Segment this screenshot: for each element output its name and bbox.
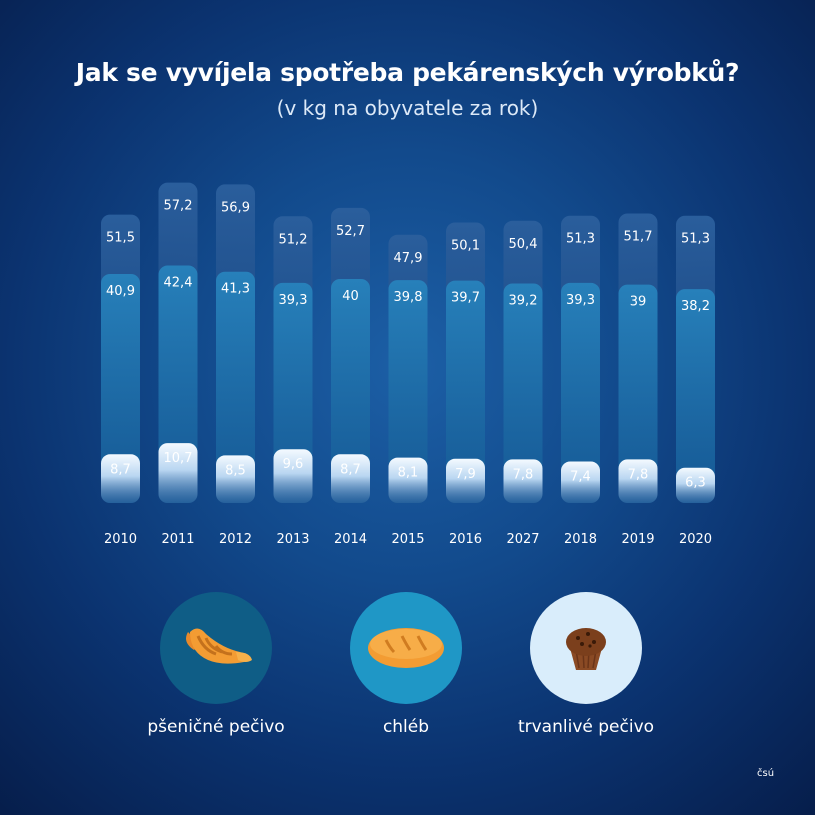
bar-bread-2012 <box>216 271 255 503</box>
value-label-wheat-pastry-2012: 56,9 <box>221 200 250 215</box>
bar-bread-2016 <box>446 280 485 503</box>
value-label-long-life-pastry-2012: 8,5 <box>225 463 246 478</box>
year-label-2016: 2016 <box>449 532 482 547</box>
bar-bread-2010 <box>101 273 140 503</box>
value-label-wheat-pastry-2016: 50,1 <box>451 238 480 253</box>
legend-label-wheat-pastry: pšeničné pečivo <box>147 717 285 737</box>
legend-circle-wheat-pastry <box>160 592 272 704</box>
value-label-bread-2015: 39,8 <box>394 290 423 305</box>
muffin-icon <box>566 628 606 670</box>
legend-label-long-life-pastry: trvanlivé pečivo <box>517 717 655 737</box>
year-label-2027: 2027 <box>506 532 539 547</box>
legend-circle-long-life-pastry <box>530 592 642 704</box>
croissant-icon <box>186 628 252 664</box>
value-label-wheat-pastry-2019: 51,7 <box>624 229 653 244</box>
value-label-wheat-pastry-2010: 51,5 <box>106 231 135 246</box>
year-label-2011: 2011 <box>161 532 194 547</box>
bar-long-life-pastry-2011 <box>158 443 198 503</box>
value-label-long-life-pastry-2011: 10,7 <box>164 451 193 466</box>
value-label-wheat-pastry-2015: 47,9 <box>394 251 423 266</box>
legend-item-wheat-pastry: pšeničné pečivo <box>116 592 316 737</box>
legend-item-bread: chléb <box>306 592 506 737</box>
value-label-long-life-pastry-2018: 7,4 <box>570 470 591 485</box>
year-label-2018: 2018 <box>564 532 597 547</box>
year-label-2014: 2014 <box>334 532 367 547</box>
bar-bread-2014 <box>331 279 370 503</box>
value-label-bread-2019: 39 <box>630 295 647 310</box>
bar-bread-2027 <box>503 283 543 503</box>
bars-layer <box>101 182 715 504</box>
source-label: čsú <box>757 768 775 779</box>
value-label-bread-2020: 38,2 <box>681 299 710 314</box>
chart-title: Jak se vyvíjela spotřeba pekárenských vý… <box>75 58 740 87</box>
year-label-2012: 2012 <box>219 532 252 547</box>
bar-long-life-pastry-2016 <box>446 458 485 503</box>
year-label-2019: 2019 <box>621 532 654 547</box>
bar-bread-2013 <box>273 282 313 503</box>
bar-long-life-pastry-2019 <box>618 459 658 503</box>
bar-chart: 51,5 40,9 8,7 57,2 42,4 10,7 56,9 41,3 8,5 51,2 39… <box>101 182 715 547</box>
value-label-bread-2012: 41,3 <box>221 282 250 297</box>
bar-bread-2015 <box>388 280 428 503</box>
year-labels-layer: 2010 2011 2012 2013 2014 2015 2016 2027 2018 2019… <box>104 532 712 547</box>
value-label-long-life-pastry-2014: 8,7 <box>340 462 361 477</box>
value-label-wheat-pastry-2018: 51,3 <box>566 232 595 247</box>
value-label-bread-2016: 39,7 <box>451 291 480 306</box>
value-label-long-life-pastry-2013: 9,6 <box>283 457 304 472</box>
legend-item-long-life-pastry: trvanlivé pečivo <box>486 592 686 737</box>
value-label-wheat-pastry-2027: 50,4 <box>509 237 538 252</box>
bar-long-life-pastry-2010 <box>101 454 140 503</box>
value-label-long-life-pastry-2027: 7,8 <box>513 467 534 482</box>
value-label-bread-2010: 40,9 <box>106 284 135 299</box>
value-label-bread-2018: 39,3 <box>566 293 595 308</box>
legend-circle-bread <box>350 592 462 704</box>
bar-bread-2018 <box>561 282 600 503</box>
value-label-bread-2027: 39,2 <box>509 293 538 308</box>
year-label-2010: 2010 <box>104 532 137 547</box>
value-label-bread-2013: 39,3 <box>279 293 308 308</box>
value-label-long-life-pastry-2016: 7,9 <box>455 467 476 482</box>
year-label-2015: 2015 <box>391 532 424 547</box>
bar-long-life-pastry-2012 <box>216 455 255 503</box>
bar-long-life-pastry-2015 <box>388 457 428 503</box>
value-label-wheat-pastry-2011: 57,2 <box>164 199 193 214</box>
value-label-wheat-pastry-2014: 52,7 <box>336 224 365 239</box>
value-label-bread-2014: 40 <box>342 289 359 304</box>
value-label-wheat-pastry-2013: 51,2 <box>279 232 308 247</box>
bar-bread-2020 <box>676 289 715 503</box>
value-label-long-life-pastry-2020: 6,3 <box>685 476 706 491</box>
bar-long-life-pastry-2013 <box>273 449 313 503</box>
bar-long-life-pastry-2014 <box>331 454 370 503</box>
bar-bread-2019 <box>618 284 658 503</box>
value-label-bread-2011: 42,4 <box>164 276 193 291</box>
year-label-2020: 2020 <box>679 532 712 547</box>
bread-icon <box>368 628 444 668</box>
value-label-long-life-pastry-2015: 8,1 <box>398 466 419 481</box>
chart-subtitle: (v kg na obyvatele za rok) <box>276 96 539 120</box>
value-label-wheat-pastry-2020: 51,3 <box>681 232 710 247</box>
value-label-long-life-pastry-2019: 7,8 <box>628 467 649 482</box>
value-labels-layer: 51,5 40,9 8,7 57,2 42,4 10,7 56,9 41,3 8,5 51,2 39… <box>106 199 710 491</box>
value-label-long-life-pastry-2010: 8,7 <box>110 462 131 477</box>
legend-label-bread: chléb <box>382 717 430 737</box>
year-label-2013: 2013 <box>276 532 309 547</box>
bar-long-life-pastry-2018 <box>561 461 600 503</box>
bar-long-life-pastry-2020 <box>676 467 715 503</box>
bar-long-life-pastry-2027 <box>503 459 543 503</box>
